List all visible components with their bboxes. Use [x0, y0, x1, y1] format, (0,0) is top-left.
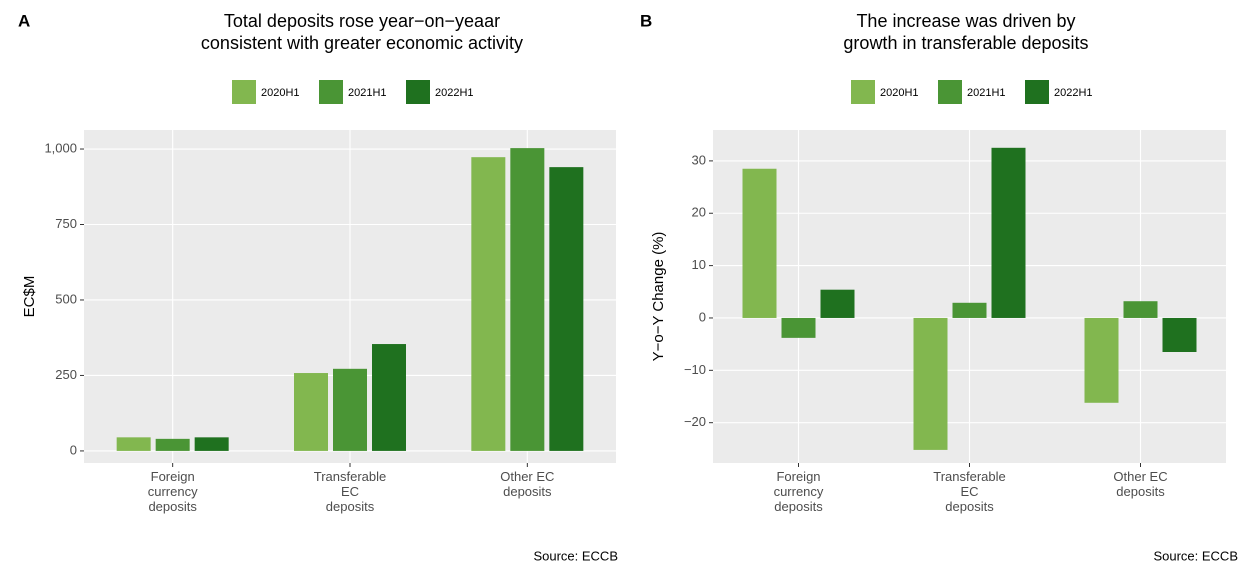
y-axis-label: Y−o−Y Change (%)	[650, 232, 667, 362]
bar	[194, 437, 229, 451]
bar	[471, 157, 506, 451]
bar	[913, 317, 948, 450]
bar	[294, 373, 328, 451]
x-tick-label: Foreign currency deposits	[148, 469, 198, 514]
legend-label: 2021H1	[348, 87, 387, 99]
legend-key	[938, 80, 962, 104]
bar	[549, 167, 584, 451]
caption: Source: ECCB	[533, 548, 618, 563]
legend-label: 2020H1	[261, 87, 300, 99]
x-tick-label: Other EC deposits	[1113, 469, 1167, 499]
legend-key	[851, 80, 875, 104]
y-tick-label: 1,000	[44, 140, 77, 155]
bar	[1084, 317, 1119, 403]
y-tick-label: 10	[692, 257, 706, 272]
caption: Source: ECCB	[1153, 548, 1238, 563]
y-tick-label: −20	[684, 414, 706, 429]
x-tick-label: Transferable EC deposits	[314, 469, 387, 514]
bar	[991, 147, 1026, 318]
bar	[952, 302, 987, 318]
legend-key	[232, 80, 256, 104]
bar	[1162, 317, 1197, 352]
y-tick-label: 750	[55, 216, 77, 231]
bar	[372, 344, 406, 451]
y-tick-label: −10	[684, 362, 706, 377]
legend-label: 2021H1	[967, 87, 1006, 99]
y-axis-label: EC$M	[21, 276, 38, 318]
legend-label: 2020H1	[880, 87, 919, 99]
x-tick-label: Foreign currency deposits	[774, 469, 824, 514]
chart-title: Total deposits rose year−on−yeaar consist…	[201, 11, 523, 53]
panel-label: B	[640, 11, 652, 30]
y-tick-label: 20	[692, 205, 706, 220]
legend-label: 2022H1	[435, 87, 474, 99]
x-tick-label: Transferable EC deposits	[933, 469, 1006, 514]
legend-key	[319, 80, 343, 104]
y-tick-label: 0	[699, 309, 706, 324]
chart-title: The increase was driven by growth in tran…	[843, 11, 1088, 53]
y-tick-label: 250	[55, 367, 77, 382]
legend-label: 2022H1	[1054, 87, 1093, 99]
bar	[116, 437, 151, 451]
panel-label: A	[18, 11, 30, 30]
y-tick-label: 0	[70, 442, 77, 457]
y-tick-label: 500	[55, 291, 77, 306]
legend-key	[1025, 80, 1049, 104]
bar	[1123, 301, 1158, 318]
bar	[781, 317, 816, 338]
bar	[333, 368, 367, 451]
bar	[742, 168, 777, 318]
bar	[510, 148, 545, 451]
bar	[155, 438, 190, 451]
y-tick-label: 30	[692, 152, 706, 167]
x-tick-label: Other EC deposits	[500, 469, 554, 499]
bar	[820, 289, 855, 318]
legend-key	[406, 80, 430, 104]
